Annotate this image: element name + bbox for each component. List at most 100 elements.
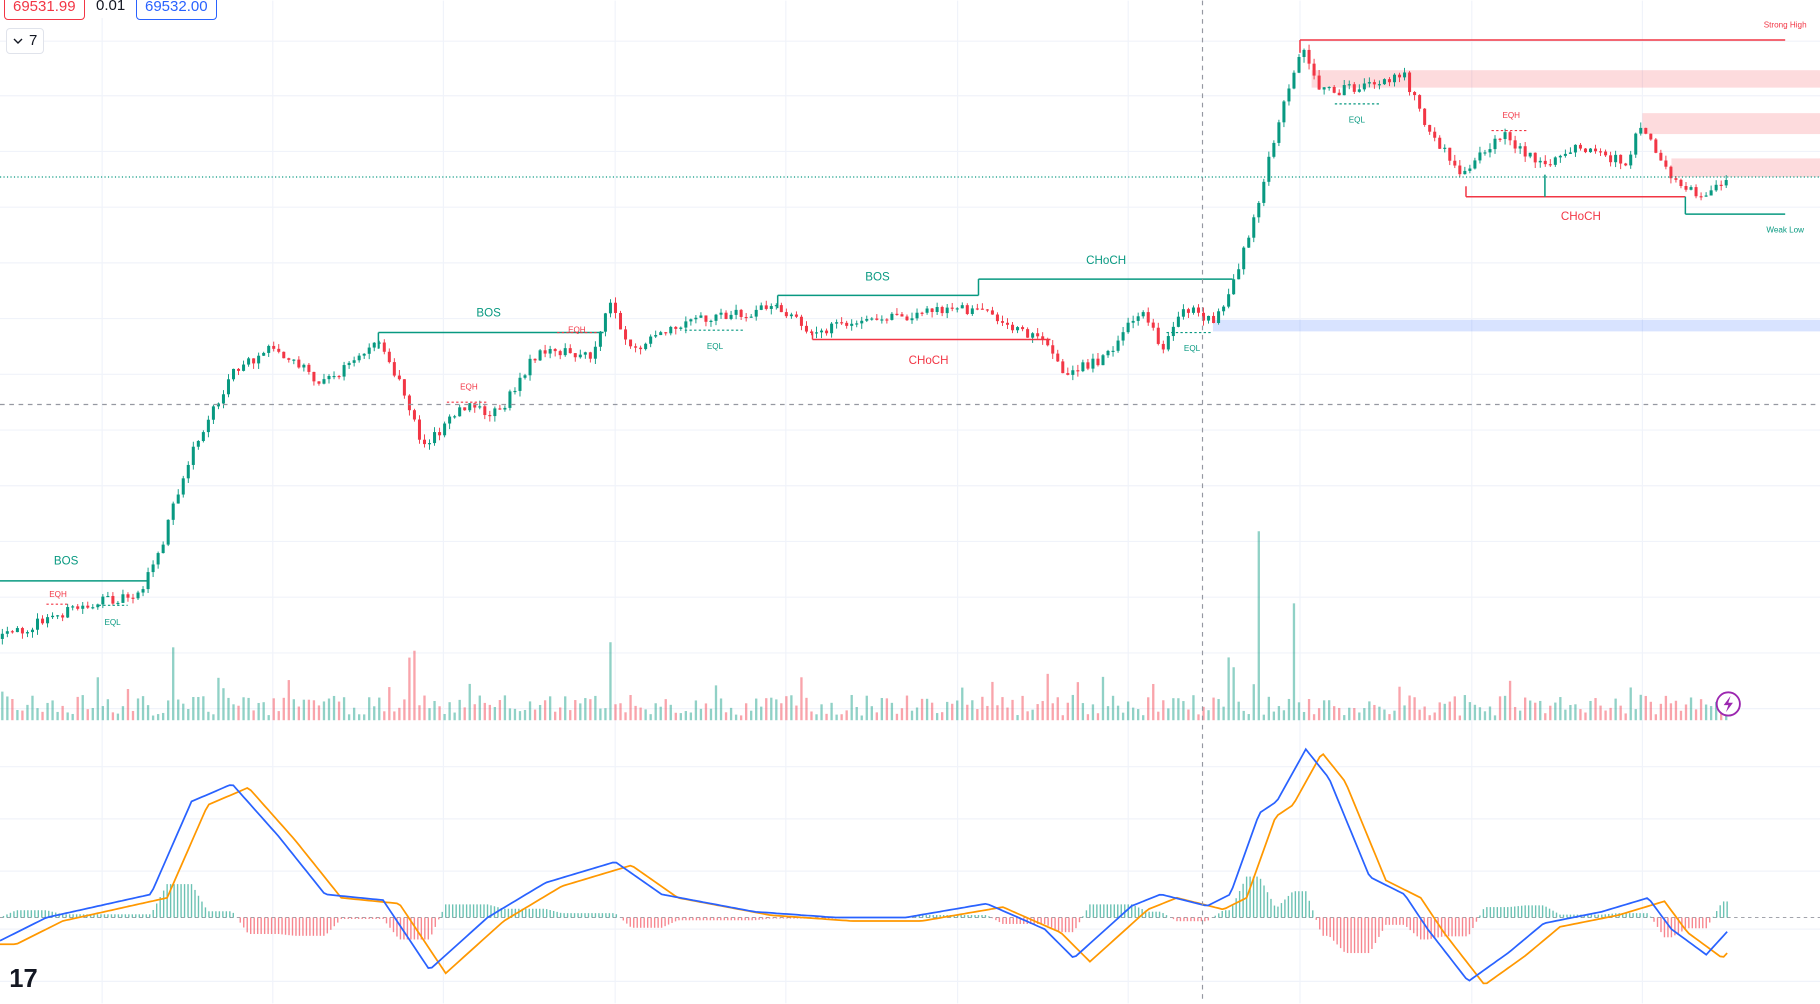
candle-body — [201, 432, 205, 441]
volume-bar — [1307, 699, 1311, 721]
candle-body — [332, 375, 336, 378]
volume-bar — [307, 699, 311, 721]
candle-body — [0, 633, 4, 639]
annotation-label: Weak Low — [1766, 226, 1804, 235]
candle-body — [588, 352, 592, 359]
volume-bar — [1036, 704, 1039, 721]
candle-body — [608, 302, 612, 314]
volume-bar — [739, 715, 743, 721]
annotation-label: BOS — [865, 270, 890, 283]
logo[interactable]: 17 — [9, 965, 37, 993]
volume-bar — [1714, 701, 1718, 721]
candle-body — [1694, 187, 1698, 197]
bid-price[interactable]: 69531.99 — [4, 0, 85, 20]
volume-bar — [1137, 709, 1140, 721]
ask-price[interactable]: 69532.00 — [136, 0, 217, 20]
volume-bar — [337, 701, 341, 721]
candle-body — [769, 306, 773, 309]
annotation-label: EQL — [707, 342, 724, 351]
annotation-label: EQH — [568, 326, 586, 335]
volume-bar — [900, 708, 904, 721]
volume-bar — [1689, 697, 1693, 721]
volume-bar — [1277, 706, 1281, 721]
volume-bar — [941, 712, 944, 721]
candle-body — [151, 564, 155, 573]
candle-body — [1428, 124, 1432, 132]
candle-body — [1342, 85, 1346, 96]
volume-bar — [800, 677, 803, 721]
annotation-label: EQL — [1349, 115, 1366, 124]
volume-bar — [81, 695, 84, 721]
candle-body — [1649, 133, 1653, 140]
candle-body — [1714, 184, 1718, 191]
candle-body — [1016, 327, 1020, 331]
volume-bar — [443, 713, 446, 721]
macd-line — [0, 747, 1728, 982]
volume-bar — [1559, 697, 1562, 721]
candle-body — [1242, 247, 1246, 270]
volume-bar — [1106, 706, 1110, 721]
candle-body — [990, 310, 994, 315]
volume-bar — [438, 706, 441, 721]
candle-body — [1639, 127, 1643, 134]
volume-bar — [257, 702, 260, 721]
lightning-icon[interactable] — [1723, 695, 1733, 713]
volume-bar — [830, 702, 833, 721]
candle-body — [287, 358, 291, 360]
volume-bar — [1056, 697, 1059, 721]
candle-body — [1021, 327, 1025, 330]
volume-bar — [116, 713, 120, 721]
candle-body — [1377, 84, 1381, 86]
annotation-label: CHoCH — [1561, 210, 1601, 223]
volume-bar — [408, 657, 411, 721]
volume-bar — [86, 709, 89, 721]
candle-body — [995, 314, 999, 322]
volume-bar — [1458, 715, 1461, 721]
candle-body — [362, 353, 366, 356]
candle-body — [1398, 74, 1402, 78]
volume-bar — [413, 650, 416, 721]
volume-bar — [428, 708, 431, 721]
volume-bar — [378, 697, 381, 721]
volume-bar — [302, 699, 306, 721]
candle-body — [639, 347, 643, 350]
candle-body — [804, 325, 808, 332]
candle-body — [709, 320, 713, 322]
volume-bar — [1508, 680, 1512, 721]
candle-body — [292, 359, 296, 361]
candle-body — [1463, 170, 1467, 175]
candle-body — [603, 313, 607, 332]
candle-body — [1523, 146, 1527, 157]
candle-body — [794, 314, 798, 317]
volume-bar — [1353, 708, 1356, 721]
candle-body — [237, 368, 241, 371]
volume-bar — [493, 707, 497, 721]
candle-body — [267, 345, 271, 353]
volume-bar — [61, 705, 64, 721]
volume-bar — [609, 642, 612, 721]
candle-body — [106, 595, 110, 598]
zone — [1642, 113, 1820, 135]
volume-bar — [237, 705, 240, 721]
volume-bar — [1016, 715, 1019, 721]
candle-body — [1111, 350, 1115, 352]
candle-body — [1699, 196, 1703, 198]
volume-bar — [1363, 708, 1366, 721]
volume-bar — [1443, 703, 1446, 721]
candle-body — [302, 364, 306, 368]
interval-button[interactable]: 7 — [6, 28, 45, 54]
candle-body — [739, 309, 743, 317]
candle-body — [66, 607, 70, 618]
candle-body — [1528, 152, 1532, 157]
zones — [1212, 70, 1820, 332]
candle-body — [252, 358, 256, 364]
candle-body — [940, 307, 944, 314]
volume-bar — [1162, 700, 1165, 721]
candle-body — [1644, 127, 1648, 134]
volume-bar — [177, 699, 180, 721]
candle-body — [1196, 307, 1200, 313]
candle-body — [644, 343, 648, 350]
volume-bar — [589, 699, 592, 721]
lightning-button[interactable] — [1715, 691, 1741, 717]
candle-body — [1181, 309, 1185, 317]
